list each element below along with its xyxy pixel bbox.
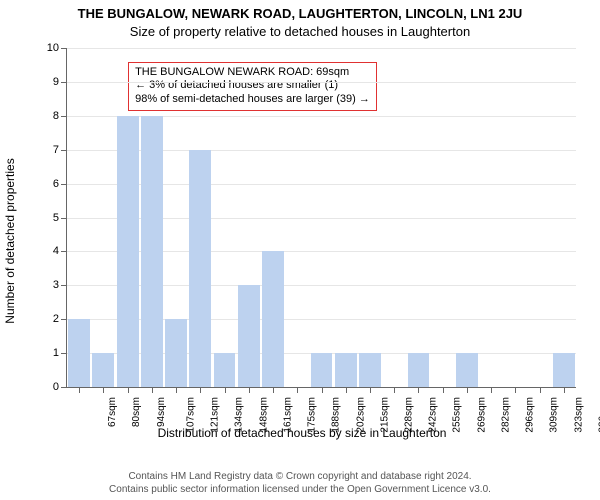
footer-line1: Contains HM Land Registry data © Crown c…: [0, 471, 600, 484]
x-tick: [176, 387, 177, 393]
annotation-line3: 98% of semi-detached houses are larger (…: [135, 93, 370, 107]
x-tick-label: 228sqm: [404, 397, 415, 433]
x-tick: [540, 387, 541, 393]
x-tick: [418, 387, 419, 393]
y-tick-label: 1: [39, 347, 59, 359]
y-tick: [61, 353, 67, 354]
x-tick-label: 323sqm: [573, 397, 584, 433]
bar: [408, 353, 430, 387]
bar: [214, 353, 236, 387]
x-tick: [79, 387, 80, 393]
x-tick: [322, 387, 323, 393]
x-tick: [491, 387, 492, 393]
y-tick: [61, 218, 67, 219]
bar: [311, 353, 333, 387]
x-tick-label: 94sqm: [156, 397, 167, 427]
bar: [335, 353, 357, 387]
x-tick-label: 134sqm: [234, 397, 245, 433]
y-tick: [61, 82, 67, 83]
y-tick-label: 2: [39, 313, 59, 325]
x-tick: [200, 387, 201, 393]
bar: [262, 251, 284, 387]
gridline: [67, 82, 576, 83]
chart-container: Number of detached properties Distributi…: [22, 44, 582, 438]
x-tick: [103, 387, 104, 393]
page-title: THE BUNGALOW, NEWARK ROAD, LAUGHTERTON, …: [0, 0, 600, 21]
x-tick-label: 242sqm: [428, 397, 439, 433]
x-tick-label: 80sqm: [131, 397, 142, 427]
y-tick-label: 7: [39, 144, 59, 156]
x-tick: [152, 387, 153, 393]
bar: [141, 116, 163, 387]
y-tick-label: 9: [39, 76, 59, 88]
y-tick: [61, 251, 67, 252]
y-tick: [61, 319, 67, 320]
x-tick: [346, 387, 347, 393]
x-tick-label: 215sqm: [379, 397, 390, 433]
x-tick-label: 282sqm: [501, 397, 512, 433]
x-tick: [443, 387, 444, 393]
x-tick: [273, 387, 274, 393]
footer-line2: Contains public sector information licen…: [0, 484, 600, 497]
footer: Contains HM Land Registry data © Crown c…: [0, 471, 600, 496]
plot-area: THE BUNGALOW NEWARK ROAD: 69sqm ← 3% of …: [66, 48, 576, 388]
gridline: [67, 48, 576, 49]
x-tick: [128, 387, 129, 393]
y-tick: [61, 48, 67, 49]
x-tick-label: 175sqm: [307, 397, 318, 433]
x-tick-label: 296sqm: [525, 397, 536, 433]
x-tick: [249, 387, 250, 393]
x-tick: [297, 387, 298, 393]
x-tick-label: 121sqm: [210, 397, 221, 433]
bar: [165, 319, 187, 387]
y-tick-label: 4: [39, 245, 59, 257]
x-tick-label: 255sqm: [452, 397, 463, 433]
y-tick: [61, 116, 67, 117]
y-tick: [61, 285, 67, 286]
y-tick-label: 10: [39, 42, 59, 54]
x-tick: [225, 387, 226, 393]
y-tick-label: 8: [39, 110, 59, 122]
chart-subtitle: Size of property relative to detached ho…: [0, 21, 600, 43]
y-tick: [61, 387, 67, 388]
x-tick: [467, 387, 468, 393]
x-tick-label: 107sqm: [185, 397, 196, 433]
annotation-box: THE BUNGALOW NEWARK ROAD: 69sqm ← 3% of …: [128, 62, 377, 111]
y-tick-label: 3: [39, 279, 59, 291]
y-axis-label: Number of detached properties: [3, 158, 17, 323]
x-tick: [564, 387, 565, 393]
x-tick: [394, 387, 395, 393]
y-tick: [61, 150, 67, 151]
y-tick-label: 6: [39, 178, 59, 190]
x-tick-label: 188sqm: [331, 397, 342, 433]
y-tick-label: 0: [39, 381, 59, 393]
bar: [189, 150, 211, 387]
x-tick-label: 202sqm: [355, 397, 366, 433]
x-tick-label: 67sqm: [107, 397, 118, 427]
annotation-line1: THE BUNGALOW NEWARK ROAD: 69sqm: [135, 66, 370, 80]
x-tick-label: 269sqm: [476, 397, 487, 433]
bar: [456, 353, 478, 387]
x-tick: [515, 387, 516, 393]
bar: [92, 353, 114, 387]
x-tick-label: 161sqm: [282, 397, 293, 433]
bar: [68, 319, 90, 387]
x-tick-label: 309sqm: [549, 397, 560, 433]
x-tick-label: 148sqm: [258, 397, 269, 433]
y-tick: [61, 184, 67, 185]
y-tick-label: 5: [39, 212, 59, 224]
x-tick: [370, 387, 371, 393]
bar: [117, 116, 139, 387]
bar: [553, 353, 575, 387]
bar: [359, 353, 381, 387]
bar: [238, 285, 260, 387]
